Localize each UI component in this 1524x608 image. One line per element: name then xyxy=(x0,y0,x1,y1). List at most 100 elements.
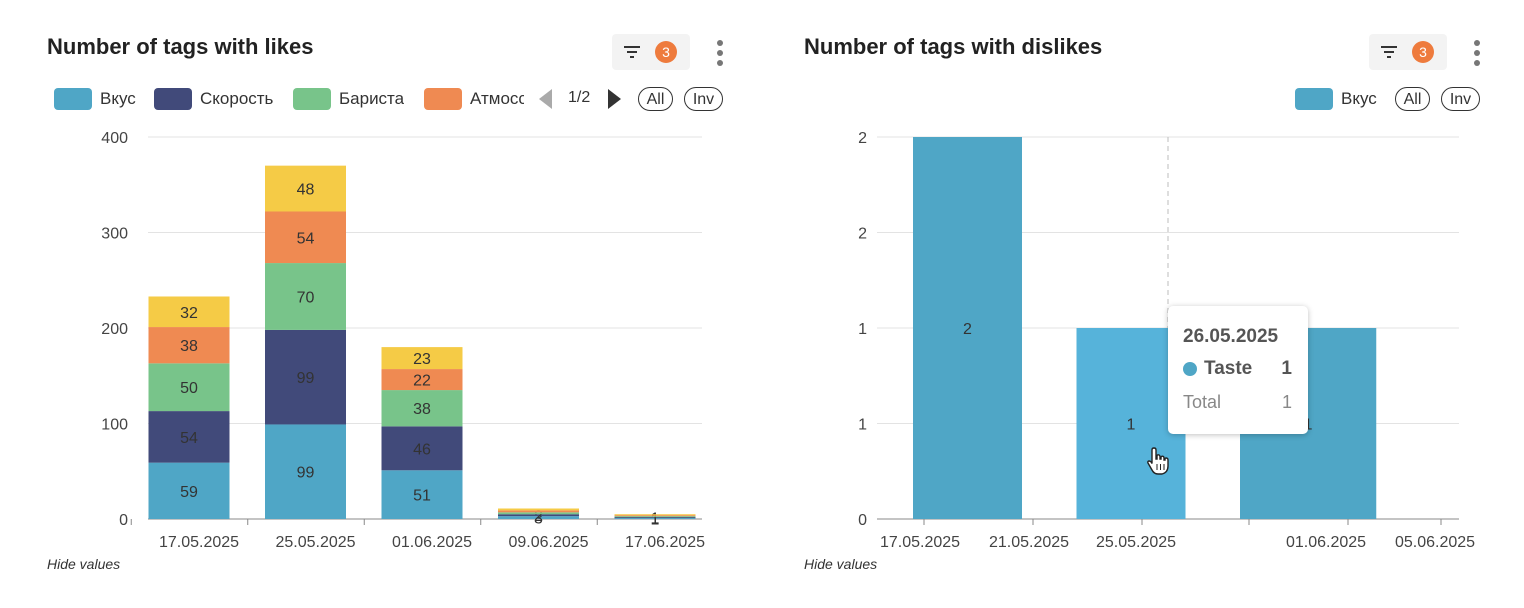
likes-panel: Number of tags with likes 3 Вкус Скорост… xyxy=(0,0,745,608)
bar-segment xyxy=(498,512,579,515)
x-tick-label: 25.05.2025 xyxy=(1096,534,1176,551)
bar-value-label: 70 xyxy=(297,289,315,306)
legend-label: Вкус xyxy=(100,89,136,108)
x-tick-label: 05.06.2025 xyxy=(1395,534,1475,551)
legend-inv-button[interactable]: Inv xyxy=(684,87,723,111)
tooltip-series-dot xyxy=(1183,362,1197,376)
legend-label: Бариста xyxy=(339,89,405,108)
bar-segment xyxy=(498,516,579,519)
bar-segment xyxy=(148,462,230,519)
y-tick-label: 1 xyxy=(858,321,867,338)
chart-tooltip: 26.05.2025 Taste 1 Total 1 xyxy=(1168,306,1308,434)
legend-item-barista[interactable]: Бариста xyxy=(293,88,404,110)
bar-value-label: 54 xyxy=(297,230,315,247)
x-tick-label: 01.06.2025 xyxy=(392,534,472,551)
bar-segment xyxy=(148,327,230,364)
y-tick-label: 0 xyxy=(858,512,867,529)
bar-segment xyxy=(148,411,230,463)
chart-title: Number of tags with dislikes xyxy=(804,34,1103,59)
x-tick-label: 09.06.2025 xyxy=(509,534,589,551)
y-tick-label: 2 xyxy=(858,226,867,243)
y-tick-label: 0 xyxy=(119,512,128,529)
bar-value-label: 2 xyxy=(963,321,972,338)
filter-count-badge: 3 xyxy=(655,41,677,63)
tooltip-total-label: Total xyxy=(1183,392,1222,412)
hide-values-link[interactable]: Hide values xyxy=(47,556,121,572)
bar-value-label: 1 xyxy=(1127,417,1136,434)
bar-segment xyxy=(381,426,463,471)
bar-segment xyxy=(614,514,696,516)
x-tick-label: 17.06.2025 xyxy=(625,534,705,551)
bar-segment xyxy=(614,515,696,517)
bar-value-label: 23 xyxy=(413,351,431,368)
bar-segment xyxy=(614,517,696,519)
legend-pager: 1/2 xyxy=(568,89,591,106)
legend-swatch xyxy=(1295,88,1333,110)
bar-segment xyxy=(381,347,463,370)
y-tick-label: 200 xyxy=(101,321,128,338)
bar-value-label: 46 xyxy=(413,441,431,458)
filter-icon xyxy=(1381,46,1397,58)
legend-all-button[interactable]: All xyxy=(1395,87,1430,111)
y-tick-label: 1 xyxy=(858,417,867,434)
y-tick-label: 400 xyxy=(101,130,128,147)
y-tick-label: 2 xyxy=(858,130,867,147)
legend-label: Атмосс xyxy=(470,89,524,108)
bar-segment xyxy=(498,510,579,513)
legend-swatch xyxy=(54,88,92,110)
legend-item-skorost[interactable]: Скорость xyxy=(154,88,273,110)
filter-button[interactable]: 3 xyxy=(1369,34,1447,70)
bar-segment xyxy=(381,390,463,427)
legend-swatch xyxy=(293,88,331,110)
legend-label: Вкус xyxy=(1341,89,1377,108)
legend-item-atmos[interactable]: Атмосс xyxy=(424,88,524,110)
bar-value-label: 3 xyxy=(534,511,543,528)
bar-value-label: 1 xyxy=(1304,417,1313,434)
bar-segment xyxy=(265,329,346,425)
filter-icon xyxy=(624,46,640,58)
bar-value-label: 1 xyxy=(651,512,660,529)
x-tick-label: 17.05.2025 xyxy=(880,534,960,551)
bar-value-label: 50 xyxy=(180,380,198,397)
bar-value-label: 2 xyxy=(534,508,543,525)
bar-segment xyxy=(265,424,346,519)
legend-label: Скорость xyxy=(200,89,274,108)
hide-values-link[interactable]: Hide values xyxy=(804,556,878,572)
tooltip-series-name: Taste xyxy=(1204,358,1253,379)
x-tick-label: 25.05.2025 xyxy=(276,534,356,551)
legend-next-icon[interactable] xyxy=(608,89,621,109)
bar-value-label: 99 xyxy=(297,370,315,387)
bar-value-label: 54 xyxy=(180,430,198,447)
legend-inv-button[interactable]: Inv xyxy=(1441,87,1480,111)
bar-value-label: 38 xyxy=(413,401,431,418)
more-options-icon[interactable] xyxy=(1471,38,1483,68)
legend-swatch xyxy=(154,88,192,110)
tooltip-date: 26.05.2025 xyxy=(1183,326,1279,347)
bar xyxy=(1076,328,1186,519)
bar-segment xyxy=(498,508,579,511)
x-tick-label: 21.05.2025 xyxy=(989,534,1069,551)
bar-value-label: 22 xyxy=(413,373,431,390)
bar-segment xyxy=(614,516,696,518)
bar xyxy=(913,137,1022,519)
bar-segment xyxy=(265,165,346,212)
bar-segment xyxy=(265,263,346,330)
filter-button[interactable]: 3 xyxy=(612,34,690,70)
bar-value-label: 32 xyxy=(180,305,198,322)
legend-item-vkus[interactable]: Вкус xyxy=(54,88,136,110)
bar-segment xyxy=(148,296,230,328)
bar-value-label: 48 xyxy=(297,182,315,199)
bar-value-label: 1 xyxy=(651,511,660,528)
bar-segment xyxy=(148,363,230,412)
bar-segment xyxy=(381,369,463,391)
bar-value-label: 51 xyxy=(413,488,431,505)
more-options-icon[interactable] xyxy=(714,38,726,68)
y-tick-label: 100 xyxy=(101,417,128,434)
legend-all-button[interactable]: All xyxy=(638,87,673,111)
tooltip-series-value: 1 xyxy=(1281,358,1292,379)
legend-item-vkus[interactable]: Вкус xyxy=(1295,88,1377,110)
tooltip-total-value: 1 xyxy=(1281,392,1292,412)
likes-chart: 0 100 200 300 400 59 54 50 38 32 99 99 70 54 48 51 46 38 2… xyxy=(101,130,705,551)
legend-prev-icon[interactable] xyxy=(539,89,552,109)
